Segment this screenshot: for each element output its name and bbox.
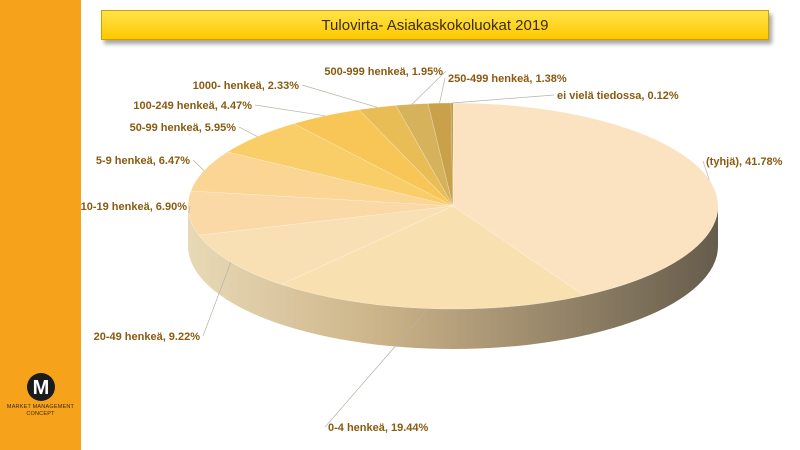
m-logo-icon: M bbox=[26, 373, 55, 401]
leader-line-4 bbox=[192, 159, 205, 171]
slice-label-2: 20-49 henkeä, 9.22% bbox=[94, 331, 201, 343]
slice-label-1: 0-4 henkeä, 19.44% bbox=[328, 422, 429, 434]
leader-line-2 bbox=[202, 262, 232, 337]
page-title: Tulovirta- Asiakaskokoluokat 2019 bbox=[321, 16, 549, 34]
leader-line-8 bbox=[411, 70, 447, 105]
pie-slice-2 bbox=[198, 205, 454, 285]
slice-label-9: 250-499 henkeä, 1.38% bbox=[448, 73, 567, 85]
leader-line-10 bbox=[451, 94, 555, 104]
slice-label-3: 10-19 henkeä, 6.90% bbox=[81, 201, 188, 213]
pie-slice-9 bbox=[427, 102, 454, 207]
slice-label-6: 100-249 henkeä, 4.47% bbox=[133, 100, 252, 112]
leader-line-0 bbox=[702, 160, 710, 180]
slice-label-5: 50-99 henkeä, 5.95% bbox=[130, 122, 237, 134]
slice-label-7: 1000- henkeä, 2.33% bbox=[193, 80, 300, 92]
sidebar-strip: M MARKET MANAGEMENT CONCEPT bbox=[0, 0, 81, 450]
logo: M MARKET MANAGEMENT CONCEPT bbox=[0, 372, 81, 417]
leader-line-7 bbox=[301, 84, 378, 108]
slice-label-4: 5-9 henkeä, 6.47% bbox=[96, 155, 190, 167]
pie-slice-8 bbox=[395, 103, 454, 207]
leader-line-3 bbox=[188, 205, 191, 214]
logo-text: MARKET MANAGEMENT CONCEPT bbox=[6, 404, 75, 417]
slice-label-8: 500-999 henkeä, 1.95% bbox=[324, 66, 443, 78]
leader-line-9 bbox=[439, 77, 446, 104]
leader-line-1 bbox=[324, 308, 429, 428]
title-banner: Tulovirta- Asiakaskokoluokat 2019 bbox=[101, 10, 769, 40]
pie-slice-0 bbox=[452, 102, 719, 296]
pie-side-wall bbox=[188, 206, 718, 349]
slice-label-0: (tyhjä), 41.78% bbox=[706, 156, 783, 168]
slice-label-10: ei vielä tiedossa, 0.12% bbox=[557, 90, 679, 102]
svg-text:M: M bbox=[32, 377, 49, 399]
leader-line-5 bbox=[238, 126, 258, 137]
leader-line-6 bbox=[254, 104, 326, 117]
